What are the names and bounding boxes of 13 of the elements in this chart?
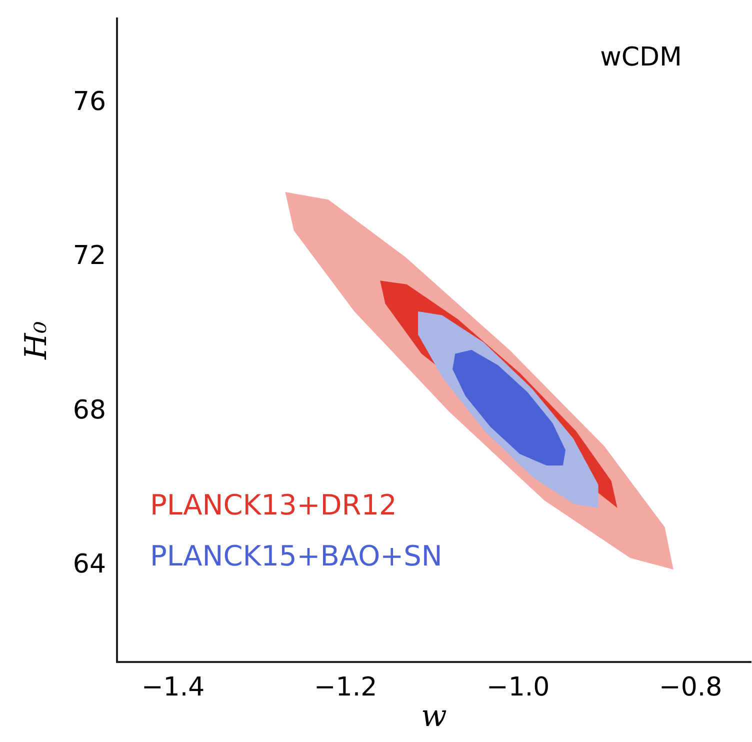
y-tick-label: 68: [72, 395, 106, 426]
y-axis-title: H₀: [18, 321, 54, 360]
y-tick-label: 72: [72, 241, 106, 272]
y-tick-label: 64: [72, 549, 106, 580]
x-tick-label: −1.0: [486, 672, 550, 702]
x-axis-title: w: [421, 698, 448, 734]
text: PLANCK15+BAO+SN: [150, 539, 442, 572]
x-tick-label: −1.2: [314, 672, 378, 702]
x-tick-label: −0.8: [659, 672, 722, 702]
x-tick-label: −1.4: [142, 672, 205, 702]
text: PLANCK13+DR12: [150, 488, 397, 522]
y-tick-label: 76: [72, 87, 106, 118]
annotation: wCDM: [600, 42, 682, 72]
